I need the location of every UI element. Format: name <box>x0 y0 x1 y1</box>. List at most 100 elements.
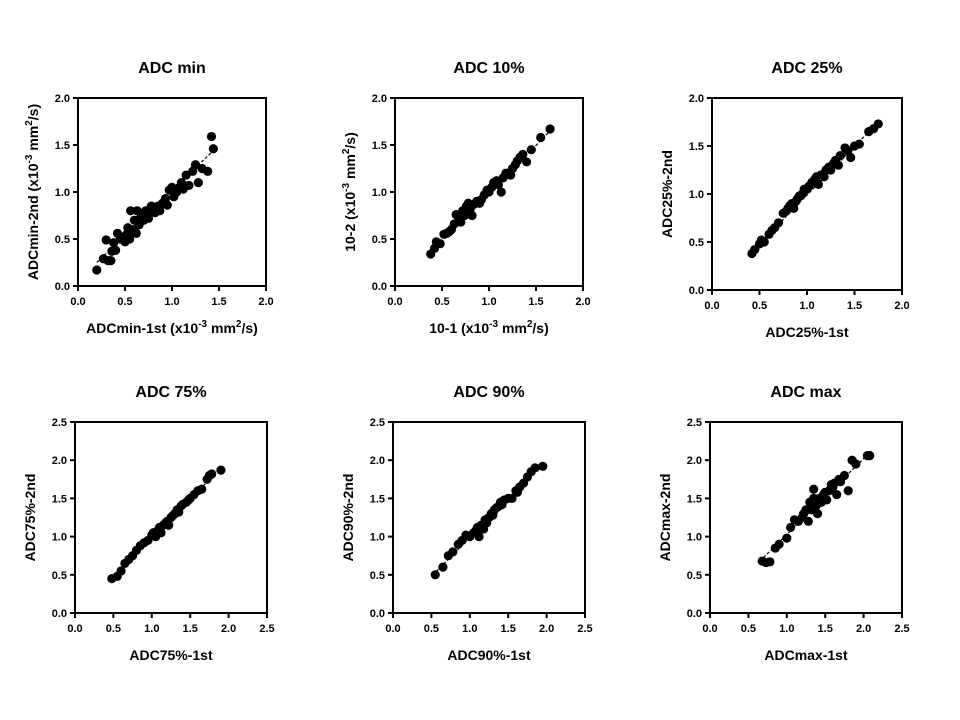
x-tick-label: 0.5 <box>434 296 449 308</box>
x-tick-label: 1.0 <box>799 300 814 312</box>
chart-title: ADC 75% <box>135 384 206 401</box>
x-tick-label: 1.0 <box>779 623 794 635</box>
chart-title: ADC 90% <box>453 384 524 401</box>
x-tick-label: 0.5 <box>106 623 121 635</box>
y-axis-label: 10-2 (x10-3 mm2/s) <box>341 132 358 252</box>
axis-label-part-mid: mm <box>498 320 527 336</box>
axis-label-part-pre: ADC25%-2nd <box>659 150 675 238</box>
data-point <box>526 145 536 155</box>
data-point <box>518 149 528 159</box>
x-tick-label: 2.0 <box>258 296 273 308</box>
data-point <box>155 206 165 216</box>
x-axis-label: 10-1 (x10-3 mm2/s) <box>429 319 549 336</box>
data-point <box>835 151 845 161</box>
x-tick-label: 0.0 <box>385 623 400 635</box>
data-point <box>448 547 458 557</box>
panel-6: ADC max 0.0 0.5 1.0 1.5 2.0 2.5 0.0 0.5 1.0 1.5 2.0… <box>657 384 910 663</box>
y-tick-label: 1.5 <box>370 493 385 505</box>
plot-frame <box>74 421 268 614</box>
data-point <box>530 463 540 473</box>
x-tick-label: 0.0 <box>702 623 717 635</box>
data-point <box>812 509 823 519</box>
y-axis-label: ADCmax-2nd <box>657 474 673 562</box>
panel-4: ADC 75% 0.0 0.5 1.0 1.5 2.0 2.5 0.0 0.5 1.0 1.5 2.0… <box>22 384 275 663</box>
x-tick-label: 0.0 <box>387 296 402 308</box>
y-tick-label: 0.5 <box>687 570 702 582</box>
data-point <box>522 157 532 167</box>
x-tick-label: 2.0 <box>856 623 871 635</box>
axis-label-part-mid: mm <box>207 320 236 336</box>
axis-label-part-post: /s) <box>342 132 358 148</box>
y-tick-label: 1.0 <box>52 532 67 544</box>
data-point <box>474 532 484 542</box>
y-tick-label: 0.5 <box>689 237 704 249</box>
axis-label-part-pre: ADC90%-1st <box>447 647 531 663</box>
data-point <box>854 139 864 149</box>
y-tick-label: 0.5 <box>372 234 387 246</box>
axis-label-part-post: /s) <box>241 320 257 336</box>
x-tick-label: 2.0 <box>894 300 909 312</box>
x-tick-label: 0.0 <box>67 623 82 635</box>
axis-label-part-pre: ADC25%-1st <box>765 324 849 340</box>
axis-label-part-sup: -3 <box>24 154 35 163</box>
y-tick-label: 0.0 <box>372 281 387 293</box>
data-point <box>216 465 226 475</box>
y-tick-label: 1.5 <box>687 493 702 505</box>
data-point <box>803 516 813 526</box>
x-tick-label: 1.5 <box>818 623 833 635</box>
x-tick-label: 0.5 <box>741 623 756 635</box>
axis-label-part-sup: -3 <box>198 319 207 330</box>
y-tick-label: 2.0 <box>689 93 704 105</box>
x-tick-label: 1.0 <box>462 623 477 635</box>
x-tick-label: 0.0 <box>704 300 719 312</box>
y-tick-label: 1.5 <box>52 493 67 505</box>
data-point <box>208 144 218 154</box>
x-tick-label: 1.5 <box>183 623 198 635</box>
data-point <box>193 178 203 188</box>
y-tick-label: 2.5 <box>370 417 385 429</box>
axis-label-part-sup: -3 <box>341 183 352 192</box>
y-tick-label: 1.0 <box>372 187 387 199</box>
data-point <box>131 228 141 238</box>
data-point <box>809 484 819 494</box>
data-point <box>197 484 207 494</box>
data-point <box>126 206 136 216</box>
x-axis-label: ADCmax-1st <box>764 647 848 663</box>
y-tick-label: 0.5 <box>52 570 67 582</box>
data-point <box>759 237 769 247</box>
x-tick-label: 0.0 <box>70 296 85 308</box>
y-tick-label: 2.0 <box>687 455 702 467</box>
y-tick-label: 0.0 <box>370 608 385 620</box>
axis-label-part-pre: 10-2 (x10 <box>342 192 358 252</box>
y-axis-label: ADC25%-2nd <box>659 150 675 238</box>
data-point <box>773 218 784 228</box>
x-tick-label: 2.5 <box>894 623 909 635</box>
plot-frame <box>709 421 903 614</box>
axis-label-part-mid: mm <box>25 126 41 155</box>
data-point <box>92 265 102 275</box>
axis-label-part-pre: 10-1 (x10 <box>429 320 489 336</box>
data-point <box>851 459 861 469</box>
y-tick-label: 0.0 <box>52 608 67 620</box>
data-point <box>832 489 842 500</box>
y-tick-label: 0.5 <box>370 570 385 582</box>
y-tick-label: 2.0 <box>372 93 387 105</box>
data-point <box>865 451 875 461</box>
data-point <box>846 152 856 163</box>
axis-label-part-post: /s) <box>25 104 41 120</box>
data-point <box>143 213 154 223</box>
x-tick-label: 0.5 <box>752 300 767 312</box>
data-point <box>459 210 470 221</box>
data-point <box>125 234 135 244</box>
data-point <box>101 235 111 245</box>
y-tick-label: 2.5 <box>52 417 67 429</box>
data-point <box>467 210 477 221</box>
chart-title: ADC 10% <box>453 60 524 77</box>
chart-title: ADC 25% <box>771 60 842 77</box>
panel-3: ADC 25% 0.0 0.5 1.0 1.5 2.0 0.0 0.5 1.0 1.5 2.0 ADC… <box>659 60 910 340</box>
x-tick-label: 2.5 <box>577 623 592 635</box>
y-tick-label: 2.0 <box>52 455 67 467</box>
axis-label-part-pre: ADCmin-1st (x10 <box>86 320 198 336</box>
data-point <box>203 166 213 176</box>
